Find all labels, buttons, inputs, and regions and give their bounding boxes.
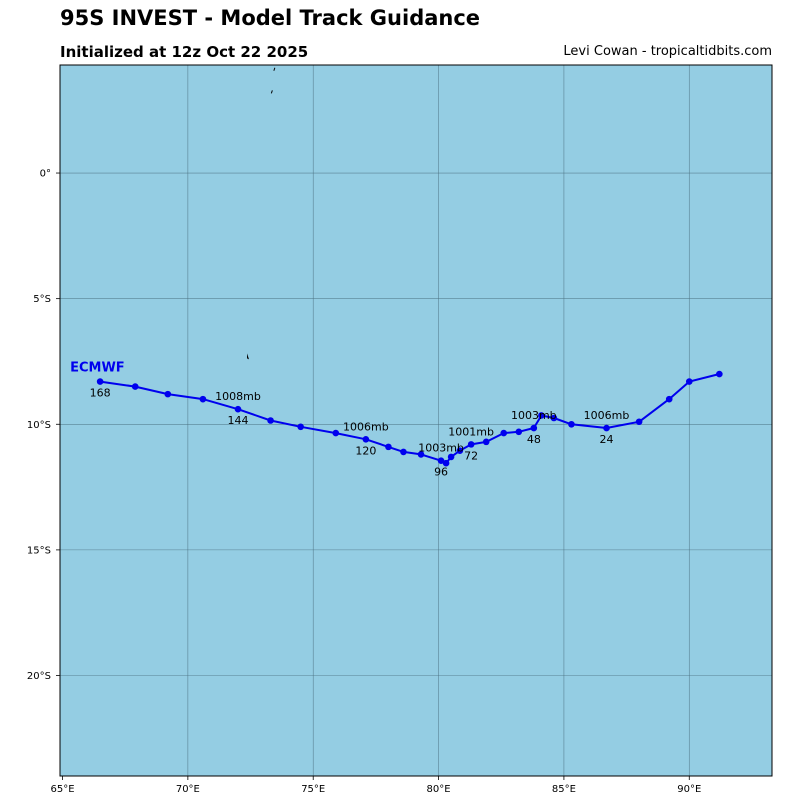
ocean-area [60,65,772,776]
x-tick-label: 80°E [427,784,451,795]
init-time-subtitle: Initialized at 12z Oct 22 2025 [60,43,309,61]
model-track [96,370,723,467]
track-point [131,383,139,390]
track-point [442,459,450,467]
pressure-label: 1006mb [584,409,630,422]
track-point [456,447,464,454]
x-tick-label: 85°E [552,784,576,795]
island-mark [270,90,273,94]
y-tick-label: 5°S [33,294,51,305]
track-point [417,451,425,458]
track-point [164,390,172,398]
pressure-label: 1003mb [418,442,464,455]
x-tick-label: 65°E [50,784,74,795]
pressure-label: 1001mb [448,425,494,438]
track-point [685,378,693,385]
track-point [635,418,643,426]
forecast-hour-label: 144 [228,414,249,427]
track-point [267,417,274,424]
track-point [234,405,242,413]
gridlines [60,65,772,776]
island-mark [247,353,250,360]
track-point [297,423,304,431]
x-tick-label: 90°E [677,784,701,795]
forecast-hour-label: 72 [464,449,478,462]
track-point [467,441,475,448]
track-point [530,424,538,432]
pressure-label: 1008mb [215,390,261,403]
track-point [199,395,207,403]
track-labels: 24 48 72 96 120 144 168 1006mb 1003mb 1001mb 1003m… [70,361,629,479]
track-point [482,438,490,446]
map-frame [59,64,773,777]
track-point [500,429,508,437]
axis-ticks: 65°E 70°E 75°E 80°E 85°E 90°E 0° 5°S 10°S 15°S 20°… [27,169,701,795]
x-tick-label: 75°E [301,784,325,795]
track-point [568,420,575,428]
credit-text: Levi Cowan - tropicaltidbits.com [563,44,772,59]
track-point [716,370,723,378]
track-point [332,429,340,437]
y-tick-label: 20°S [27,671,51,682]
track-point [400,448,407,456]
y-tick-label: 10°S [27,420,51,431]
track-point [665,395,673,403]
forecast-hour-label: 48 [527,433,541,446]
x-tick-label: 70°E [176,784,200,795]
model-name-label: ECMWF [70,361,125,376]
y-tick-label: 15°S [27,545,51,556]
page-title: 95S INVEST - Model Track Guidance [60,6,481,30]
forecast-hour-label: 24 [600,433,614,446]
forecast-hour-label: 96 [434,466,448,479]
track-point [437,457,445,464]
track-point [96,378,104,385]
track-point [550,414,558,422]
islands [247,67,276,360]
track-point [603,424,610,432]
island-mark [273,67,276,71]
y-tick-label: 0° [40,169,51,180]
forecast-hour-label: 120 [355,444,376,457]
forecast-hour-label: 168 [90,387,111,400]
track-point [447,453,455,461]
track-point [385,443,392,451]
track-point [515,428,523,436]
pressure-label: 1003mb [511,409,557,422]
track-point [538,412,545,419]
track-point [362,436,370,443]
pressure-label: 1006mb [343,420,389,433]
